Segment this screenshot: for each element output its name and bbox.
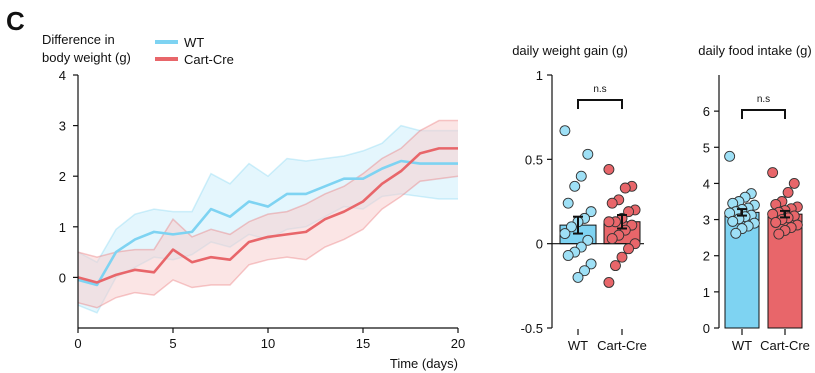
data-point [603,277,615,288]
x-tick-label: 20 [451,336,465,351]
data-point [603,216,615,228]
series-band-upper-1 [77,119,458,258]
y-tick-label: 1 [536,68,543,83]
y-tick-label: 0 [59,270,66,285]
y-tick-label: -0.5 [521,321,543,336]
data-point [603,164,615,175]
data-point [559,228,571,239]
series-line-Cart-Cre [77,147,458,284]
y-tick-label: 0.5 [525,152,543,167]
x-tick-label: 15 [356,336,370,351]
data-point [610,260,621,272]
x-tick-label: Cart-Cre [760,338,810,353]
data-point [606,197,618,209]
series-band-1 [78,120,458,308]
y-tick-label: 6 [703,104,710,119]
significance-label: n.s [757,94,770,105]
y-tick-label: 4 [703,176,710,191]
significance-bracket [577,99,623,109]
x-tick-label: WT [732,338,752,353]
data-point [727,215,739,227]
data-point [770,217,782,228]
x-tick-label: 10 [261,336,275,351]
data-point [582,148,594,160]
data-point [585,258,597,270]
y-tick-label: 4 [59,68,66,83]
y-tick-label: 1 [59,220,66,235]
x-tick-label: 5 [169,336,176,351]
data-point [562,250,574,261]
y-tick-label: 0 [536,237,543,252]
y-tick-label: 2 [703,249,710,264]
x-tick-label: 0 [74,336,81,351]
data-point [616,251,628,263]
line-chart: Difference in body weight (g) WT Cart-Cr… [42,32,465,371]
data-point [566,221,577,233]
legend-cre-label: Cart-Cre [184,52,234,67]
series-line-WT [77,159,458,287]
data-point [767,167,779,179]
x-tick-label: Cart-Cre [597,338,647,353]
bar1-title: daily weight gain (g) [512,43,628,58]
legend-wt-label: WT [184,35,204,50]
data-point [788,177,800,189]
line-xlabel: Time (days) [390,356,458,371]
data-point [572,271,584,283]
y-tick-label: 5 [703,140,710,155]
bar2-title: daily food intake (g) [698,43,811,58]
legend: WT Cart-Cre [155,35,234,67]
y-tick-label: 3 [703,213,710,228]
y-tick-label: 0 [703,321,710,336]
data-point [730,227,742,239]
data-point [782,187,794,198]
bar-chart-food-intake: daily food intake (g) 0 1 2 3 4 5 6 WT Cart-Cre n… [698,43,811,353]
series-band-lower-1 [77,175,459,309]
y-tick-label: 2 [59,169,66,184]
line-ylabel-line2: body weight (g) [42,50,131,65]
bar-chart-weight-gain: daily weight gain (g) -0.5 0 0.5 1 WT Cart-Cr… [512,43,647,353]
data-point [585,206,597,218]
data-point [575,170,587,182]
y-tick-label: 3 [59,119,66,134]
data-point [569,180,581,192]
data-point [562,197,574,209]
data-point [773,228,785,240]
data-point [724,150,736,162]
significance-bracket [741,109,786,119]
data-point [579,265,590,277]
significance-label: n.s [593,84,606,95]
data-point [606,233,618,245]
data-point [623,243,634,255]
y-tick-label: 1 [703,285,710,300]
data-point [619,182,631,194]
series-band-upper-0 [77,124,458,264]
line-ylabel-line1: Difference in [42,32,115,47]
data-point [559,125,571,137]
x-tick-label: WT [568,338,588,353]
panel-label: C [6,6,25,36]
data-point [582,234,594,246]
